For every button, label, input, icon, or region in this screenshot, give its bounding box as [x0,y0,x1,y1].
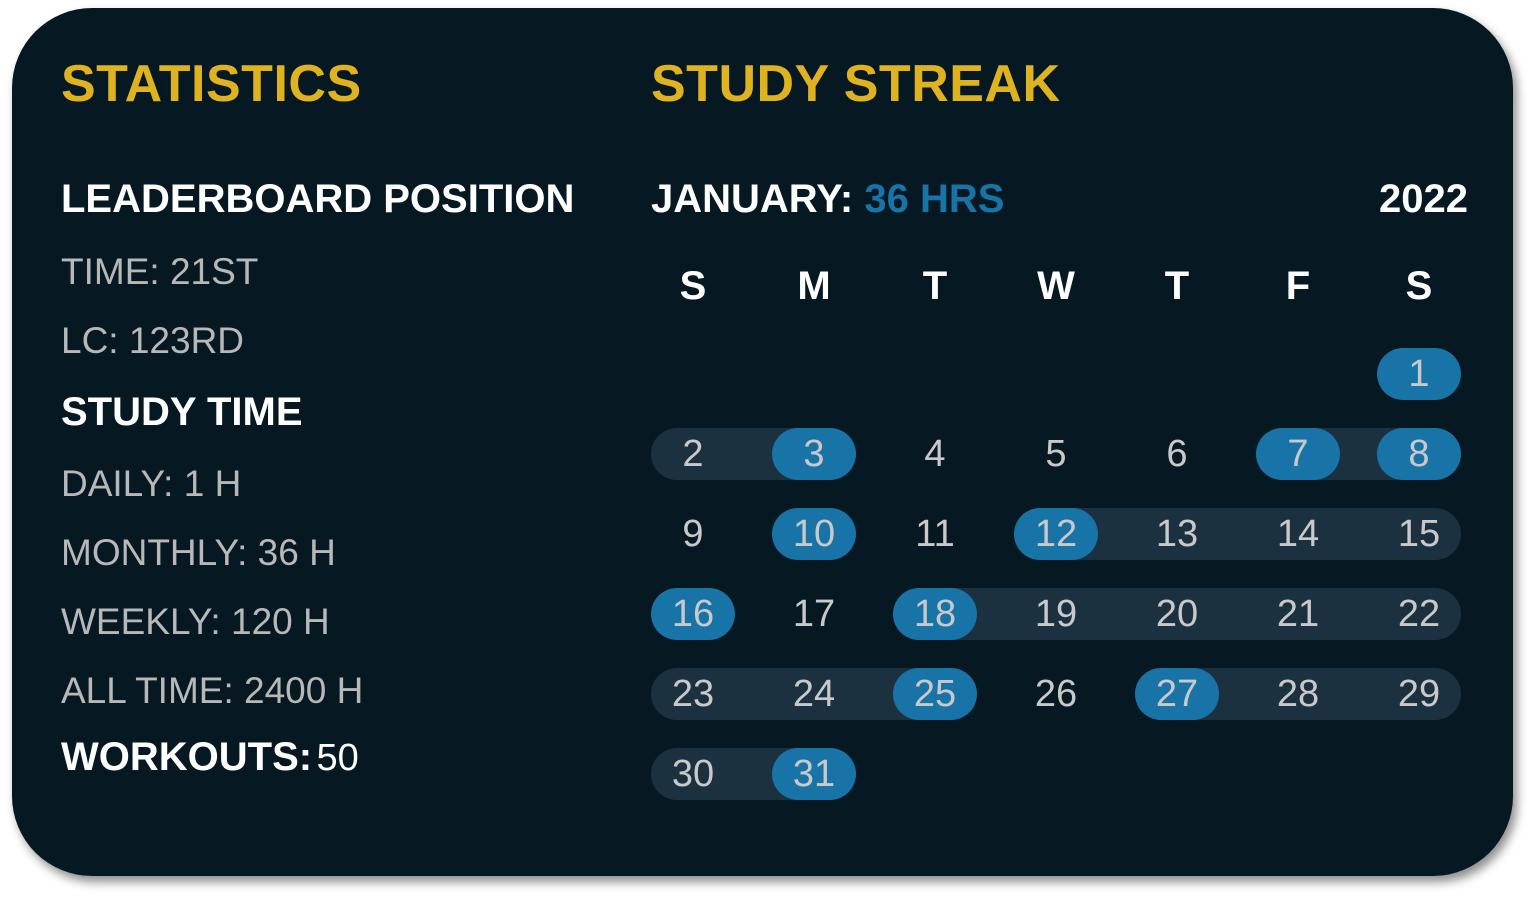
study-time-heading: STUDY TIME [61,390,303,434]
calendar-day[interactable]: 20 [1155,593,1199,635]
calendar-day[interactable]: 21 [1276,593,1320,635]
workouts: WORKOUTS: 50 [61,735,359,780]
month-label: JANUARY: [651,177,854,221]
studied-day-highlight [1014,508,1098,560]
calendar-day[interactable]: 8 [1408,433,1430,475]
calendar-day[interactable]: 15 [1397,513,1441,555]
calendar-day[interactable]: 11 [915,513,955,555]
calendar-day[interactable]: 1 [1408,353,1430,395]
weekday-label: S [679,264,707,308]
leaderboard-heading: LEADERBOARD POSITION [61,177,575,221]
statistics-title: STATISTICS [61,55,362,113]
weekday-label: M [797,264,831,308]
streak-band [893,588,1461,640]
calendar-day[interactable]: 19 [1034,593,1078,635]
weekday-label: W [1037,264,1075,308]
studied-day-highlight [772,508,856,560]
calendar-day[interactable]: 12 [1034,513,1078,555]
calendar-day[interactable]: 28 [1276,673,1320,715]
studied-day-highlight [1377,428,1461,480]
leaderboard-lc: LC: 123RD [61,320,245,361]
calendar-day[interactable]: 6 [1166,433,1188,475]
calendar-day[interactable]: 7 [1287,433,1309,475]
calendar-day[interactable]: 27 [1155,673,1199,715]
calendar-day[interactable]: 2 [682,433,704,475]
calendar-day[interactable]: 29 [1397,673,1441,715]
leaderboard-time: TIME: 21ST [61,251,259,292]
calendar-day[interactable]: 17 [792,593,836,635]
calendar-day[interactable]: 3 [803,433,825,475]
calendar-day[interactable]: 9 [682,513,704,555]
weekday-label: S [1405,264,1433,308]
weekday-label: T [922,264,948,308]
study-time-weekly: WEEKLY: 120 H [61,601,330,642]
calendar-day[interactable]: 14 [1276,513,1320,555]
studied-day-highlight [772,748,856,800]
study-time-all-time: ALL TIME: 2400 H [61,670,364,711]
study-time-monthly: MONTHLY: 36 H [61,532,336,573]
calendar-day[interactable]: 25 [913,673,957,715]
year-label: 2022 [1379,177,1468,221]
studied-day-highlight [651,588,735,640]
calendar-day[interactable]: 10 [792,513,836,555]
study-streak-title: STUDY STREAK [651,55,1061,113]
study-time-daily: DAILY: 1 H [61,463,242,504]
studied-day-highlight [1377,348,1461,400]
calendar-day[interactable]: 13 [1155,513,1199,555]
studied-day-highlight [893,588,977,640]
workouts-value: 50 [316,737,359,779]
calendar-day[interactable]: 18 [913,593,957,635]
studied-day-highlight [1256,428,1340,480]
calendar-day[interactable]: 23 [671,673,715,715]
calendar-day[interactable]: 22 [1397,593,1441,635]
calendar-day[interactable]: 16 [671,593,715,635]
workouts-label: WORKOUTS: [61,735,313,779]
month-summary: JANUARY: 36 HRS [651,177,1004,222]
calendar-day[interactable]: 24 [792,673,836,715]
weekday-label: F [1285,264,1311,308]
month-hours: 36 HRS [864,177,1005,221]
studied-day-highlight [772,428,856,480]
calendar-day[interactable]: 31 [792,753,836,795]
studied-day-highlight [893,668,977,720]
calendar-day[interactable]: 26 [1034,673,1078,715]
weekday-label: T [1164,264,1190,308]
calendar-day[interactable]: 5 [1045,433,1067,475]
studied-day-highlight [1135,668,1219,720]
calendar-day[interactable]: 4 [924,433,946,475]
calendar-day[interactable]: 30 [671,753,715,795]
